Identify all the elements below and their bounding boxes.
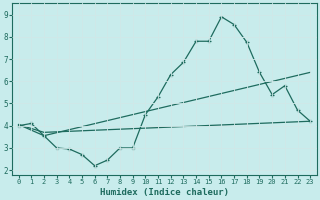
X-axis label: Humidex (Indice chaleur): Humidex (Indice chaleur): [100, 188, 229, 197]
